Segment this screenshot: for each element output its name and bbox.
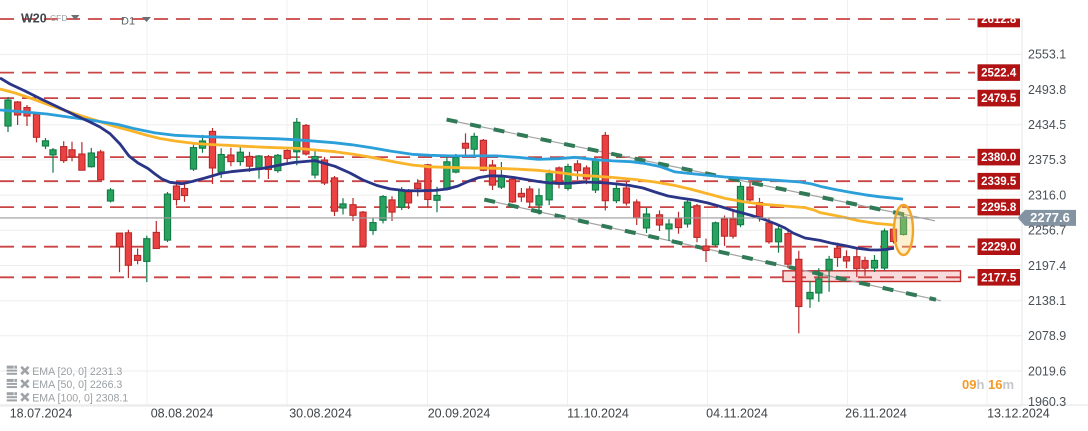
- svg-text:2078.9: 2078.9: [1028, 329, 1066, 343]
- svg-text:11.10.2024: 11.10.2024: [567, 407, 629, 421]
- svg-text:2553.1: 2553.1: [1028, 48, 1066, 62]
- svg-text:2256.7: 2256.7: [1028, 224, 1066, 238]
- svg-text:08.08.2024: 08.08.2024: [151, 407, 214, 421]
- svg-text:2277.6: 2277.6: [1030, 210, 1070, 225]
- svg-text:13.12.2024: 13.12.2024: [987, 407, 1050, 421]
- svg-text:2434.5: 2434.5: [1028, 118, 1066, 132]
- svg-text:2229.0: 2229.0: [981, 242, 1016, 254]
- svg-text:2177.5: 2177.5: [981, 272, 1017, 284]
- svg-text:W20: W20: [21, 11, 47, 25]
- svg-text:D1: D1: [121, 15, 135, 27]
- svg-text:EMA [50, 0] 2266.3: EMA [50, 0] 2266.3: [32, 379, 122, 391]
- svg-text:18.07.2024: 18.07.2024: [10, 407, 73, 421]
- svg-text:2339.5: 2339.5: [981, 176, 1017, 188]
- svg-text:30.08.2024: 30.08.2024: [289, 407, 352, 421]
- svg-text:2479.5: 2479.5: [981, 93, 1017, 105]
- svg-text:2295.8: 2295.8: [981, 202, 1017, 214]
- svg-text:EMA [20, 0] 2231.3: EMA [20, 0] 2231.3: [32, 366, 122, 378]
- svg-text:EMA [100, 0] 2308.1: EMA [100, 0] 2308.1: [32, 392, 128, 404]
- svg-text:2375.3: 2375.3: [1028, 153, 1066, 167]
- svg-text:2138.1: 2138.1: [1028, 294, 1066, 308]
- svg-text:2019.6: 2019.6: [1028, 364, 1066, 378]
- svg-text:09h 16m: 09h 16m: [962, 377, 1014, 392]
- svg-text:2380.0: 2380.0: [981, 152, 1016, 164]
- svg-text:04.11.2024: 04.11.2024: [706, 407, 768, 421]
- svg-text:2197.4: 2197.4: [1028, 259, 1066, 273]
- svg-text:20.09.2024: 20.09.2024: [428, 407, 491, 421]
- svg-text:2493.8: 2493.8: [1028, 83, 1066, 97]
- svg-text:2522.4: 2522.4: [981, 68, 1017, 80]
- svg-text:CFD: CFD: [50, 13, 67, 23]
- svg-text:1960.3: 1960.3: [1028, 395, 1066, 409]
- svg-text:26.11.2024: 26.11.2024: [845, 407, 907, 421]
- svg-text:2316.0: 2316.0: [1028, 188, 1066, 202]
